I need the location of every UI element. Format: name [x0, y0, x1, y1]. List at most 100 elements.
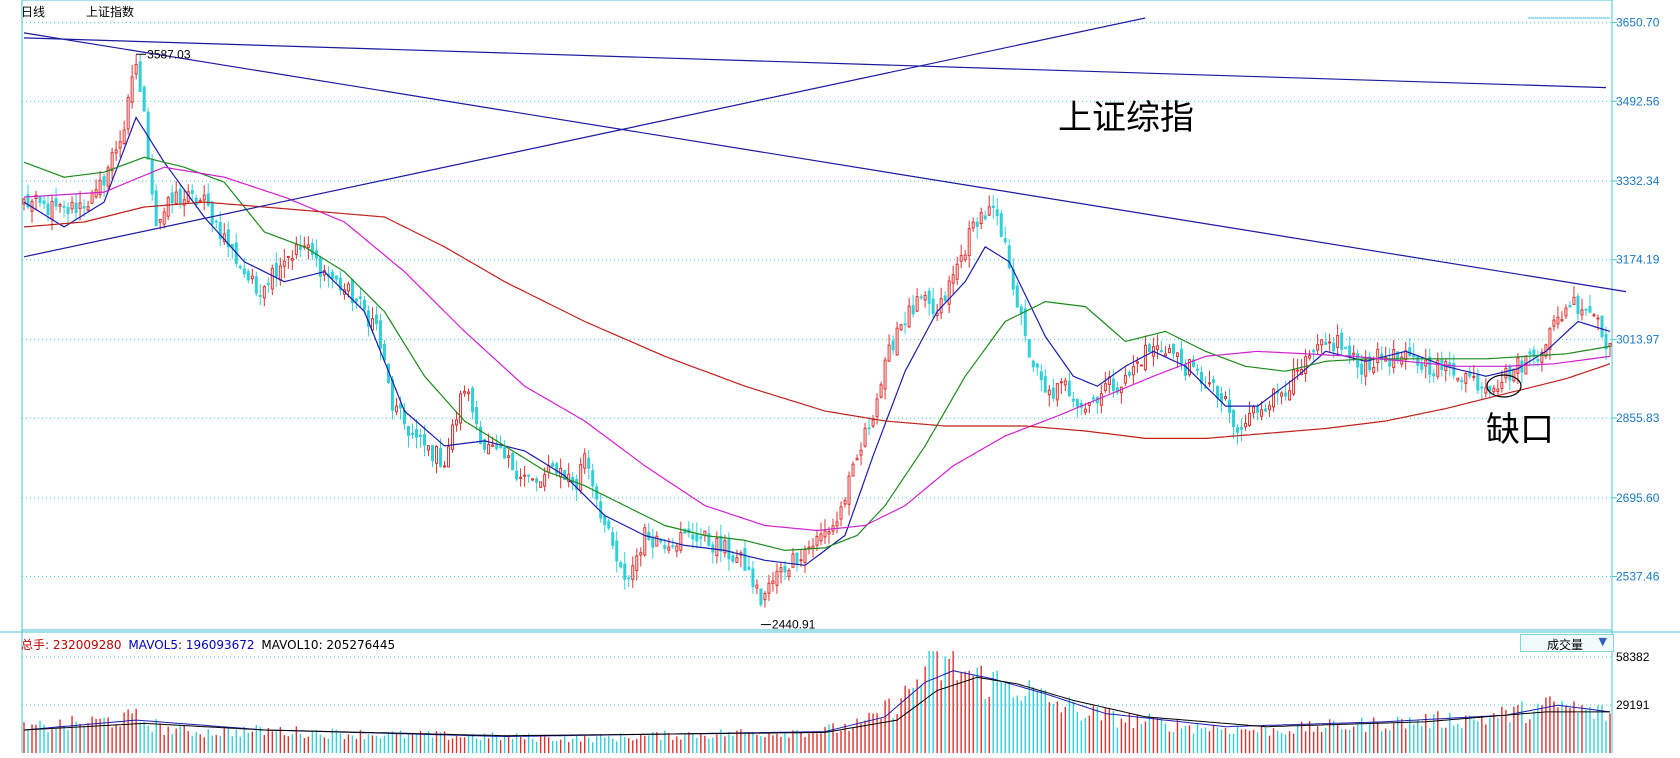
- indicator-select[interactable]: 成交量 ▼: [1520, 634, 1614, 652]
- candle-body: [138, 61, 142, 93]
- candle-body: [843, 499, 847, 505]
- candle-body: [1608, 342, 1612, 347]
- candle-body: [1224, 396, 1228, 399]
- candle-body: [615, 540, 619, 562]
- candle-body: [839, 506, 843, 520]
- candle-body: [206, 193, 210, 206]
- candle-body: [1416, 356, 1420, 366]
- candle-body: [1556, 316, 1560, 325]
- candle-body: [1103, 383, 1107, 391]
- candle-body: [1580, 309, 1584, 316]
- candle-body: [1183, 364, 1187, 376]
- candle-body: [915, 296, 919, 312]
- candle-body: [1552, 319, 1556, 327]
- candle-body: [398, 403, 402, 409]
- candle-body: [1304, 356, 1308, 374]
- candle-body: [695, 533, 699, 542]
- candle-body: [787, 570, 791, 577]
- candle-body: [1272, 388, 1276, 408]
- candle-body: [627, 577, 631, 580]
- candle-body: [270, 267, 274, 290]
- candle-body: [102, 175, 106, 186]
- candle-body: [346, 283, 350, 292]
- candle-body: [1155, 345, 1159, 350]
- candle-body: [1191, 359, 1195, 367]
- candle-body: [1324, 341, 1328, 345]
- candle-body: [675, 545, 679, 552]
- candle-body: [1364, 359, 1368, 377]
- period-label[interactable]: 日线: [21, 5, 46, 19]
- price-tick-label: 2855.83: [1616, 411, 1660, 425]
- candle-body: [807, 546, 811, 549]
- candle-body: [487, 444, 491, 455]
- candle-body: [1015, 285, 1019, 308]
- candle-body: [771, 580, 775, 584]
- candle-body: [1372, 366, 1376, 373]
- candle-body: [406, 425, 410, 436]
- candle-body: [735, 557, 739, 563]
- candle-body: [943, 295, 947, 301]
- candle-body: [1284, 392, 1288, 397]
- candle-body: [1480, 386, 1484, 389]
- chevron-down-icon[interactable]: ▼: [1598, 635, 1607, 648]
- candle-body: [619, 562, 623, 568]
- candle-body: [250, 275, 254, 280]
- candle-body: [595, 486, 599, 500]
- candle-body: [1039, 371, 1043, 381]
- candle-body: [1131, 366, 1135, 376]
- candle-body: [663, 544, 667, 549]
- candle-body: [979, 212, 983, 225]
- candle-body: [455, 419, 459, 426]
- candle-body: [879, 384, 883, 398]
- candle-body: [1328, 341, 1332, 344]
- candle-body: [991, 205, 995, 208]
- candle-body: [38, 196, 42, 203]
- candle-body: [779, 567, 783, 573]
- candle-body: [895, 327, 899, 356]
- candle-body: [1252, 406, 1256, 414]
- candle-body: [1067, 380, 1071, 397]
- candle-body: [90, 192, 94, 204]
- candle-body: [583, 453, 587, 469]
- candle-body: [747, 566, 751, 570]
- candle-body: [679, 532, 683, 551]
- candle-body: [891, 340, 895, 351]
- candle-body: [78, 202, 82, 209]
- candle-body: [42, 200, 46, 205]
- candle-body: [1456, 377, 1460, 381]
- candle-body: [1436, 359, 1440, 377]
- candle-body: [799, 559, 803, 562]
- candle-body: [1340, 332, 1344, 350]
- mavol5-label: MAVOL5: 196093672: [128, 638, 255, 652]
- candle-body: [254, 276, 258, 294]
- candle-body: [791, 553, 795, 568]
- candle-body: [963, 254, 967, 261]
- candle-body: [310, 243, 314, 256]
- candle-body: [603, 516, 607, 526]
- candle-body: [527, 474, 531, 477]
- candle-body: [262, 286, 266, 299]
- candle-body: [290, 257, 294, 261]
- candle-body: [1468, 372, 1472, 377]
- candle-body: [1167, 348, 1171, 353]
- candle-body: [795, 552, 799, 566]
- candle-body: [1428, 356, 1432, 375]
- mavol10-label: MAVOL10: 205276445: [261, 638, 396, 652]
- candle-body: [1412, 354, 1416, 358]
- candle-body: [707, 533, 711, 547]
- volume-tick-label: 58382: [1616, 650, 1650, 664]
- candle-body: [154, 190, 158, 227]
- candle-body: [611, 532, 615, 546]
- candle-body: [330, 271, 334, 280]
- candle-body: [214, 220, 218, 223]
- candle-body: [495, 443, 499, 450]
- candle-body: [1320, 339, 1324, 346]
- candle-body: [691, 534, 695, 540]
- candle-body: [1588, 306, 1592, 313]
- candle-body: [202, 194, 206, 201]
- candle-body: [1356, 353, 1360, 368]
- candle-body: [827, 531, 831, 535]
- candle-body: [110, 152, 114, 172]
- candle-body: [667, 546, 671, 551]
